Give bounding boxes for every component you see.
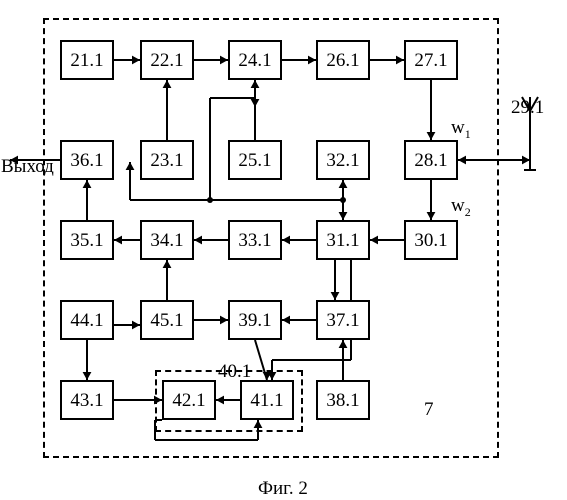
node-42.1: 42.1 (162, 380, 216, 420)
node-27.1: 27.1 (404, 40, 458, 80)
node-43.1: 43.1 (60, 380, 114, 420)
output-label: Выход (1, 157, 54, 176)
node-25.1: 25.1 (228, 140, 282, 180)
node-28.1: 28.1 (404, 140, 458, 180)
node-34.1: 34.1 (140, 220, 194, 260)
node-23.1: 23.1 (140, 140, 194, 180)
node-32.1: 32.1 (316, 140, 370, 180)
inner-dash-label: 40.1 (218, 362, 251, 381)
node-35.1: 35.1 (60, 220, 114, 260)
node-45.1: 45.1 (140, 300, 194, 340)
diagram-canvas: 40.1 7 Выход w1 w2 21.1 22.1 24.1 26.1 27.1 36.1 23… (0, 0, 567, 500)
node-41.1: 41.1 (240, 380, 294, 420)
node-24.1: 24.1 (228, 40, 282, 80)
node-39.1: 39.1 (228, 300, 282, 340)
node-33.1: 33.1 (228, 220, 282, 260)
node-44.1: 44.1 (60, 300, 114, 340)
node-22.1: 22.1 (140, 40, 194, 80)
region-number: 7 (424, 400, 434, 419)
figure-caption: Фиг. 2 (258, 478, 308, 500)
antenna-label: 29.1 (511, 98, 544, 117)
w1-label: w1 (451, 118, 471, 140)
node-26.1: 26.1 (316, 40, 370, 80)
node-38.1: 38.1 (316, 380, 370, 420)
node-30.1: 30.1 (404, 220, 458, 260)
w2-label: w2 (451, 196, 471, 218)
node-36.1: 36.1 (60, 140, 114, 180)
node-31.1: 31.1 (316, 220, 370, 260)
node-21.1: 21.1 (60, 40, 114, 80)
node-37.1: 37.1 (316, 300, 370, 340)
